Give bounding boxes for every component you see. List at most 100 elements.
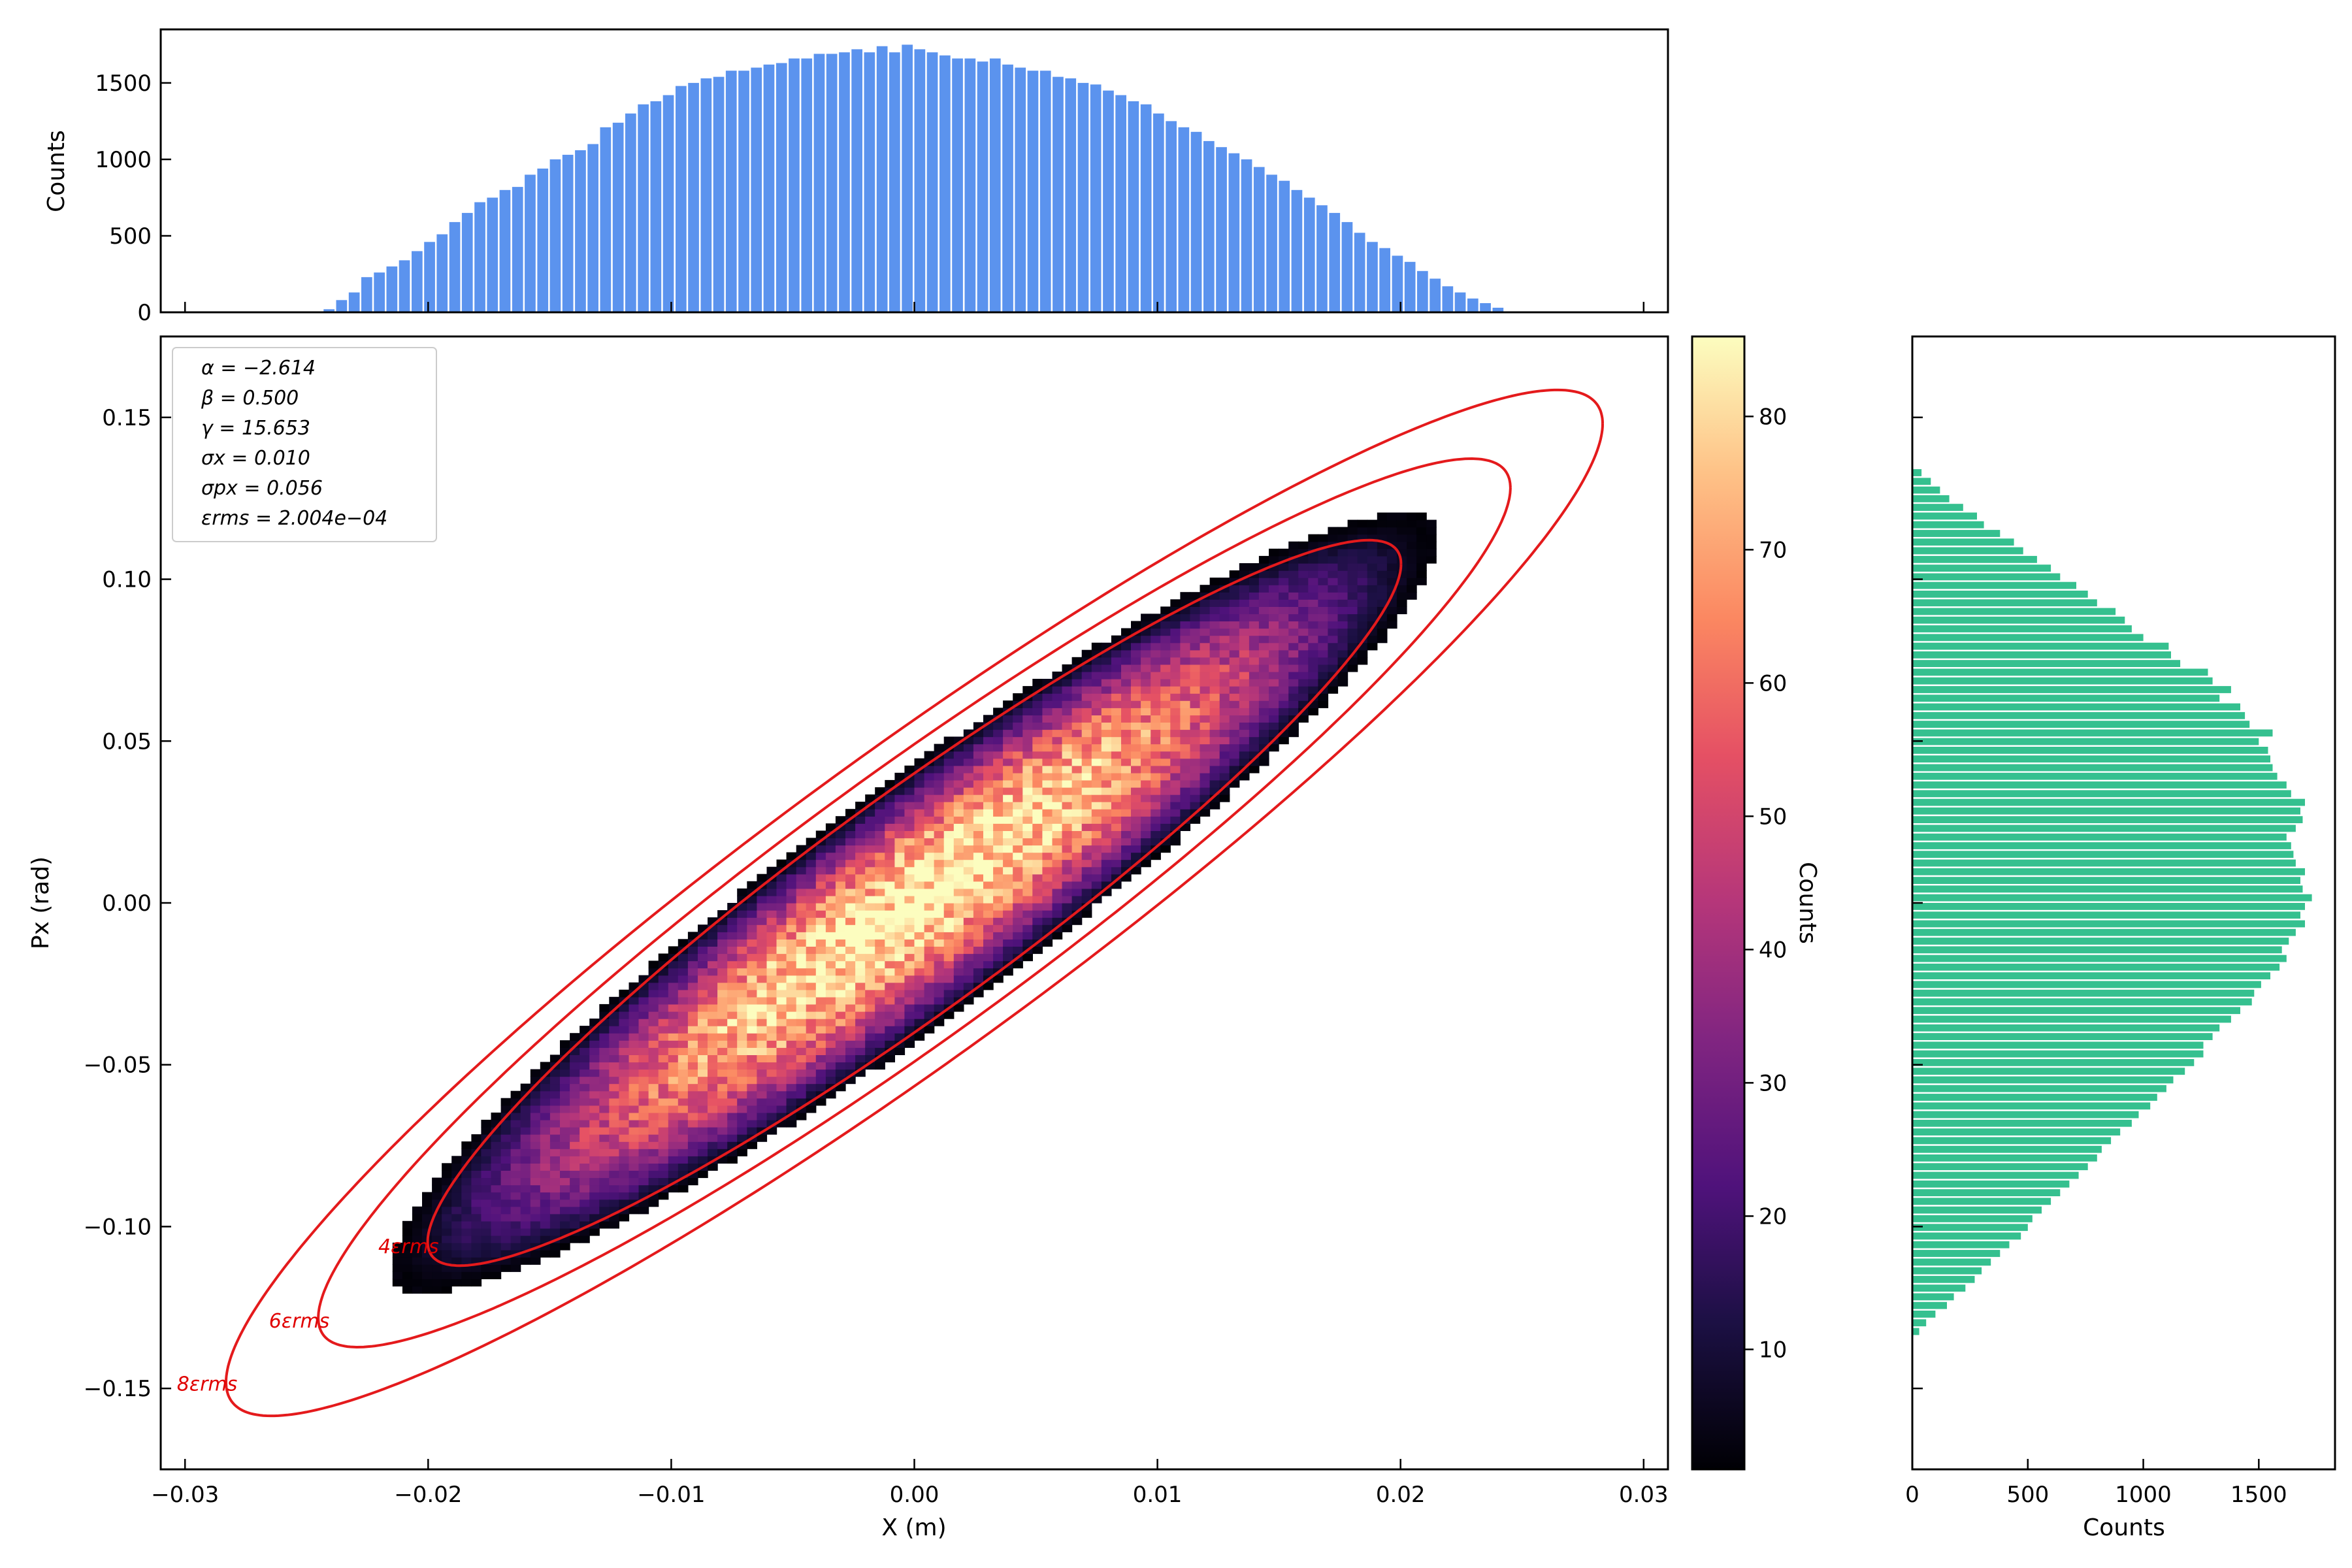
heatmap-cell [500,1213,512,1222]
heatmap-cell [1347,527,1358,535]
heatmap-cell [1180,794,1191,802]
heatmap-cell [500,1163,512,1171]
heatmap-cell [1013,939,1023,947]
heatmap-cell [1022,932,1033,939]
heatmap-cell [983,917,994,925]
heatmap-cell [825,968,836,976]
heatmap-cell [1091,693,1102,701]
heatmap-cell [560,1220,570,1229]
heatmap-cell [865,953,875,962]
x-histogram-bar [688,82,699,313]
heatmap-cell [698,975,708,983]
heatmap-cell [1121,802,1132,809]
heatmap-cell [1111,874,1122,882]
heatmap-cell [1003,881,1013,889]
heatmap-cell [934,866,945,875]
heatmap-cell [580,1062,590,1070]
heatmap-cell [580,1199,590,1207]
heatmap-cell [815,1026,826,1034]
heatmap-cell [1318,534,1329,542]
heatmap-cell [747,960,757,969]
heatmap-cell [1032,802,1043,809]
heatmap-cell [776,917,787,925]
heatmap-cell [845,903,856,911]
heatmap-cell [678,1119,689,1128]
heatmap-cell [1121,642,1132,651]
heatmap-cell [1151,838,1161,846]
heatmap-cell [1160,635,1171,644]
heatmap-cell [1052,722,1063,730]
heatmap-cell [1032,946,1043,955]
heatmap-cell [1111,787,1122,795]
px-histogram-bar [1912,1024,2220,1032]
heatmap-cell [530,1257,541,1265]
heatmap-cell [786,924,797,932]
heatmap-cell [648,1011,659,1019]
heatmap-cell [924,903,935,911]
heatmap-cell [875,982,885,990]
heatmap-cell [1121,838,1132,846]
heatmap-cell [727,1011,738,1019]
heatmap-cell [1258,743,1269,752]
heatmap-cell [993,794,1004,802]
heatmap-cell [1180,823,1191,831]
heatmap-cell [1190,606,1201,615]
heatmap-cell [432,1264,442,1272]
heatmap-cell [1288,606,1299,615]
heatmap-cell [796,917,807,925]
heatmap-cell [461,1199,472,1207]
heatmap-cell [1200,642,1211,651]
heatmap-cell [629,1156,640,1164]
heatmap-cell [855,895,866,904]
heatmap-cell [865,989,875,998]
heatmap-cell [924,946,935,955]
heatmap-cell [973,729,984,738]
heatmap-cell [1180,708,1191,715]
heatmap-cell [894,1047,906,1055]
heatmap-cell [1407,585,1417,593]
heatmap-cell [658,1033,669,1041]
heatmap-cell [1121,758,1132,766]
heatmap-cell [560,1235,570,1243]
heatmap-cell [1071,830,1083,839]
heatmap-cell [796,903,807,911]
heatmap-cell [1151,628,1161,636]
px-histogram-bar [1912,1224,2028,1232]
heatmap-cell [619,1011,630,1019]
heatmap-cell [1052,751,1063,759]
heatmap-cell [1377,548,1388,557]
heatmap-cell [1170,751,1181,759]
heatmap-cell [835,946,846,955]
heatmap-cell [865,1047,875,1055]
x-histogram-bar [1190,131,1202,313]
heatmap-cell [1269,635,1279,644]
heatmap-cell [1032,715,1043,723]
heatmap-cell [570,1220,580,1229]
heatmap-cell [1052,700,1063,708]
heatmap-cell [619,1054,630,1063]
heatmap-cell [815,1076,826,1085]
heatmap-cell [1180,686,1191,694]
heatmap-cell [1200,809,1211,817]
heatmap-cell [1032,693,1043,701]
heatmap-cell [983,729,994,738]
heatmap-cell [757,1090,768,1099]
heatmap-cell [1032,686,1043,694]
heatmap-cell [973,852,984,860]
heatmap-cell [471,1192,482,1200]
x-histogram-bar [638,104,649,312]
heatmap-cell [855,1026,866,1034]
px-histogram-bar [1912,928,2296,936]
heatmap-cell [1170,700,1181,708]
heatmap-cell [1091,895,1102,904]
heatmap-cell [1180,628,1191,636]
heatmap-cell [530,1105,541,1113]
heatmap-cell [1003,946,1013,955]
heatmap-cell [481,1149,492,1156]
heatmap-cell [491,1264,502,1272]
heatmap-cell [845,895,856,904]
heatmap-cell [1269,642,1279,651]
heatmap-cell [1229,708,1240,715]
heatmap-cell [993,715,1004,723]
heatmap-cell [471,1199,482,1207]
